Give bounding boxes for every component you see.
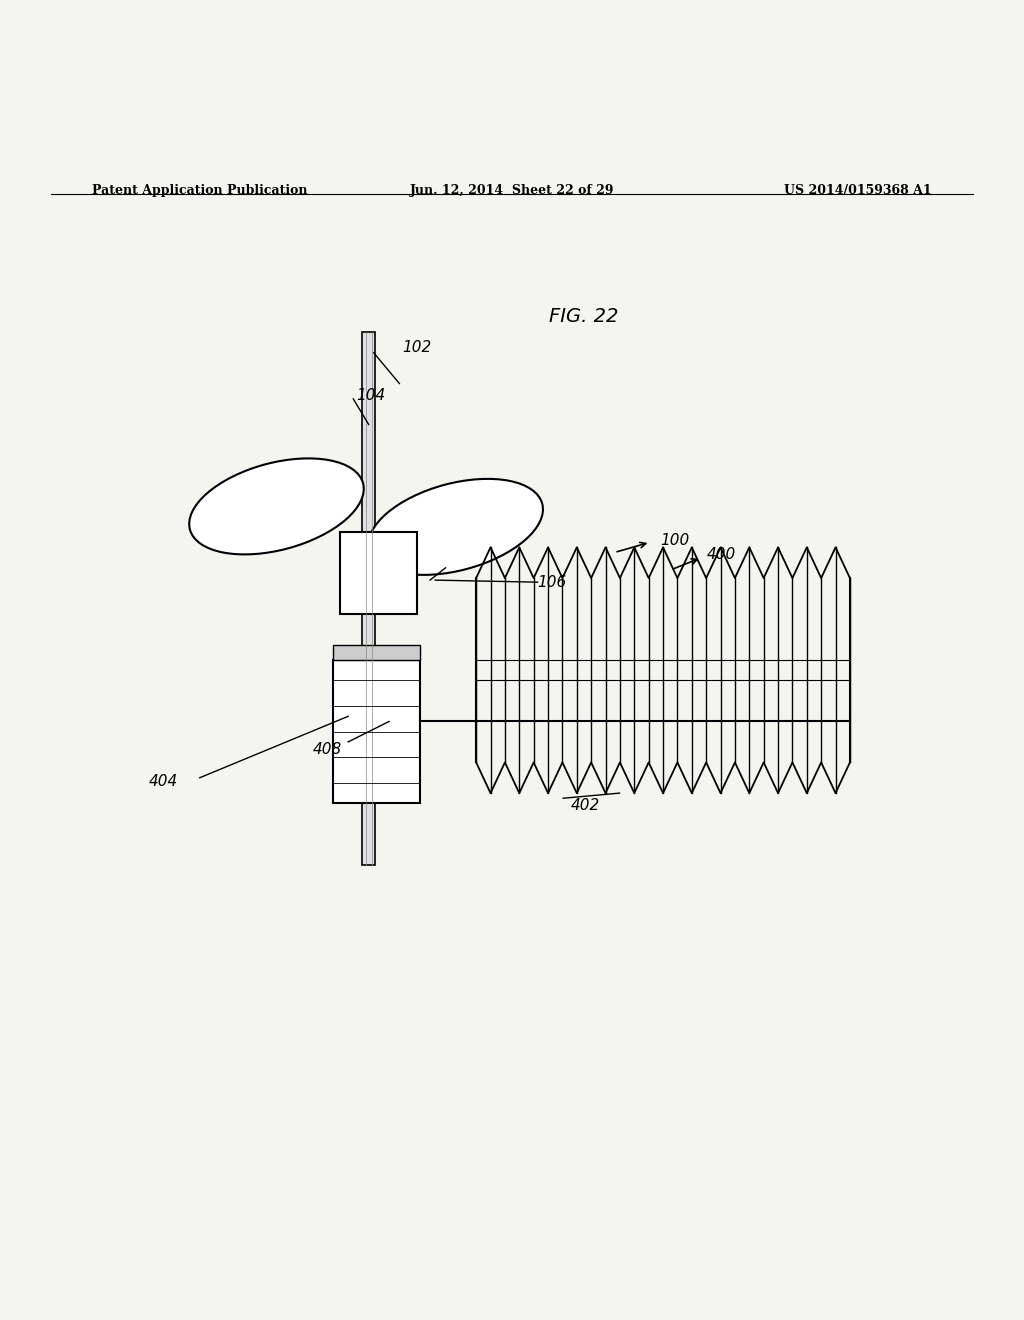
Ellipse shape [189, 458, 364, 554]
Text: 404: 404 [148, 775, 178, 789]
Text: US 2014/0159368 A1: US 2014/0159368 A1 [784, 183, 932, 197]
Text: 402: 402 [570, 797, 600, 813]
FancyBboxPatch shape [333, 644, 420, 660]
Text: 400: 400 [707, 546, 736, 562]
Text: 104: 104 [356, 388, 386, 404]
Text: 100: 100 [660, 533, 690, 548]
Text: Jun. 12, 2014  Sheet 22 of 29: Jun. 12, 2014 Sheet 22 of 29 [410, 183, 614, 197]
Text: 102: 102 [402, 341, 432, 355]
FancyBboxPatch shape [333, 660, 420, 804]
Text: FIG. 22: FIG. 22 [549, 306, 618, 326]
FancyBboxPatch shape [340, 532, 417, 614]
Text: 106: 106 [538, 574, 567, 590]
Text: 408: 408 [312, 742, 342, 756]
Text: Patent Application Publication: Patent Application Publication [92, 183, 307, 197]
Ellipse shape [369, 479, 543, 576]
FancyBboxPatch shape [362, 333, 375, 865]
